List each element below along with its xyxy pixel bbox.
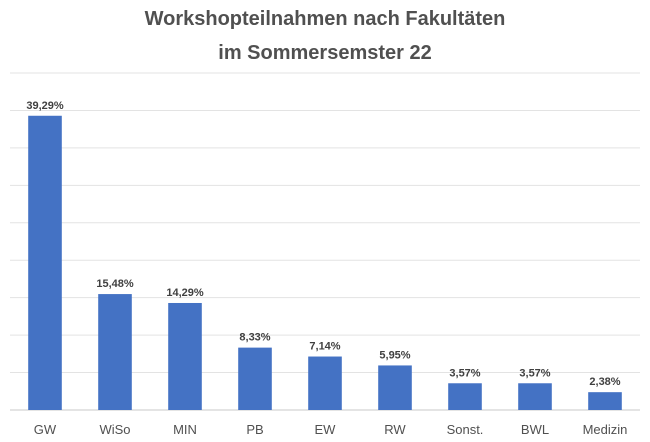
- bar-pb: [238, 347, 272, 410]
- category-label: BWL: [521, 422, 549, 437]
- bar-wiso: [98, 294, 132, 410]
- data-label: 14,29%: [166, 287, 204, 299]
- data-label: 39,29%: [26, 100, 64, 112]
- data-label: 3,57%: [519, 367, 550, 379]
- category-label: EW: [315, 422, 337, 437]
- bar-gw: [28, 115, 62, 410]
- category-label: RW: [384, 422, 406, 437]
- bar-medizin: [588, 392, 622, 410]
- bar-sonst: [448, 383, 482, 410]
- bar-bwl: [518, 383, 552, 410]
- data-label: 2,38%: [589, 376, 620, 388]
- data-label: 7,14%: [309, 341, 340, 353]
- data-label: 15,48%: [96, 278, 134, 290]
- bar-rw: [378, 365, 412, 410]
- bar-min: [168, 302, 202, 410]
- data-label: 5,95%: [379, 349, 410, 361]
- category-label: GW: [34, 422, 57, 437]
- data-label: 3,57%: [449, 367, 480, 379]
- category-label: MIN: [173, 422, 197, 437]
- chart-title-line-1: Workshopteilnahmen nach Fakultäten: [144, 8, 506, 30]
- category-label: PB: [246, 422, 263, 437]
- bar-ew: [308, 356, 342, 410]
- category-label: Medizin: [583, 422, 628, 437]
- category-label: Sonst.: [447, 422, 484, 437]
- data-label: 8,33%: [239, 332, 270, 344]
- chart-title-line-2: im Sommersemster 22: [218, 42, 432, 64]
- category-label: WiSo: [99, 422, 130, 437]
